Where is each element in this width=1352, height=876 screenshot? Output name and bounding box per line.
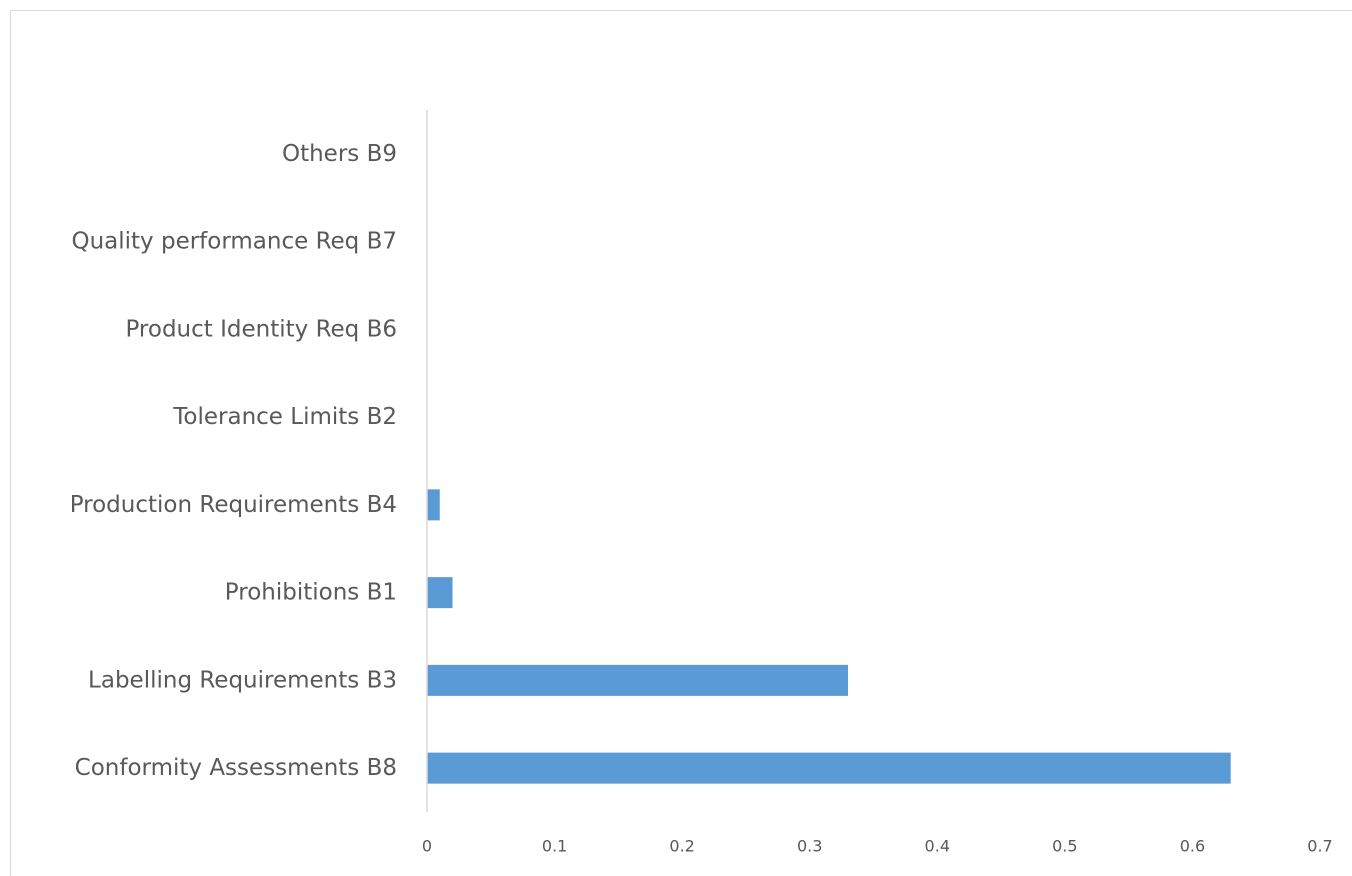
chart-frame bbox=[10, 10, 1352, 876]
category-label: Prohibitions B1 bbox=[225, 580, 397, 606]
x-tick-label: 0.5 bbox=[1052, 837, 1077, 856]
bar-0 bbox=[427, 752, 1231, 784]
bar-2 bbox=[427, 577, 453, 609]
x-tick-label: 0.1 bbox=[542, 837, 567, 856]
category-label: Labelling Requirements B3 bbox=[88, 667, 397, 693]
bar-3 bbox=[427, 489, 440, 521]
category-label: Quality performance Req B7 bbox=[71, 229, 397, 255]
bars-layer bbox=[427, 489, 1231, 784]
x-tick-label: 0.2 bbox=[669, 837, 694, 856]
category-label: Tolerance Limits B2 bbox=[172, 404, 397, 430]
category-label: Product Identity Req B6 bbox=[125, 316, 397, 342]
category-label: Production Requirements B4 bbox=[70, 492, 397, 518]
bar-1 bbox=[427, 664, 848, 696]
x-tick-label: 0.7 bbox=[1307, 837, 1332, 856]
x-tick-label: 0.3 bbox=[797, 837, 822, 856]
category-label: Others B9 bbox=[282, 141, 397, 167]
x-tick-label: 0.4 bbox=[925, 837, 950, 856]
x-tick-label: 0 bbox=[422, 837, 432, 856]
category-labels: Conformity Assessments B8 Labelling Requi… bbox=[70, 141, 397, 781]
x-tick-label: 0.6 bbox=[1180, 837, 1205, 856]
x-tick-labels: 0 0.1 0.2 0.3 0.4 0.5 0.6 0.7 bbox=[422, 837, 1333, 856]
category-label: Conformity Assessments B8 bbox=[75, 755, 397, 781]
